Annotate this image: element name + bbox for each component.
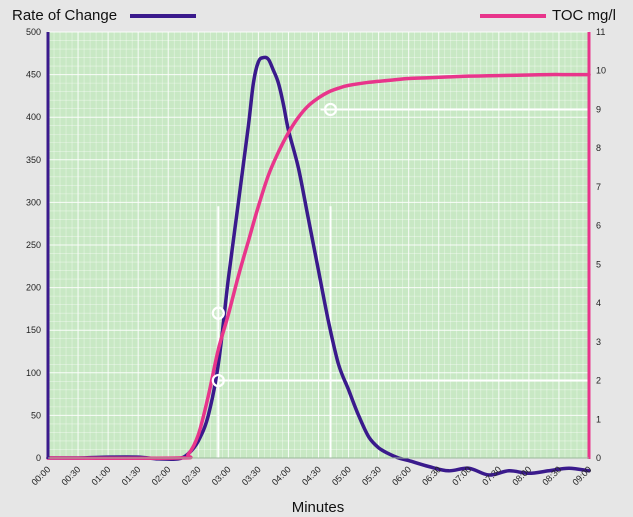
axes <box>46 32 591 459</box>
markers <box>211 102 338 388</box>
x-tick-label: 05:00 <box>330 464 353 487</box>
x-tick-label: 07:30 <box>480 464 503 487</box>
y-left-tick-label: 500 <box>26 27 41 37</box>
x-tick-label: 01:30 <box>120 464 143 487</box>
reference-lines <box>217 108 589 458</box>
y-left-tick-label: 300 <box>26 197 41 207</box>
y-left-tick-label: 0 <box>36 453 41 463</box>
y-left-tick-label: 150 <box>26 325 41 335</box>
grid <box>47 31 590 459</box>
y-right-tick-label: 3 <box>596 337 601 347</box>
x-tick-label: 02:30 <box>180 464 203 487</box>
y-left-tick-label: 400 <box>26 112 41 122</box>
y-right-tick-label: 1 <box>596 414 601 424</box>
marker-point <box>211 306 225 320</box>
x-tick-label: 00:30 <box>59 464 82 487</box>
y-right-tick-label: 0 <box>596 453 601 463</box>
y-right-tick-label: 8 <box>596 143 601 153</box>
y-right-tick-label: 5 <box>596 259 601 269</box>
legend: Rate of Change TOC mg/l <box>12 7 616 24</box>
y-left-tick-label: 200 <box>26 283 41 293</box>
x-tick-label: 04:30 <box>300 464 323 487</box>
y-right-tick-label: 9 <box>596 104 601 114</box>
x-tick-label: 00:00 <box>29 464 52 487</box>
x-axis-label: Minutes <box>292 499 345 516</box>
marker-point <box>211 373 225 388</box>
y-right-tick-label: 6 <box>596 221 601 231</box>
y-left-tick-label: 350 <box>26 155 41 165</box>
y-left-tick-label: 100 <box>26 368 41 378</box>
y-left-tick-label: 50 <box>31 410 41 420</box>
y-right-tick-label: 4 <box>596 298 601 308</box>
x-tick-label: 08:00 <box>510 464 533 487</box>
y-right-tick-label: 2 <box>596 376 601 386</box>
x-tick-label: 02:00 <box>150 464 173 487</box>
legend-label-rate-of-change: Rate of Change <box>12 7 117 24</box>
series-line-toc <box>46 72 591 461</box>
x-tick-label: 03:30 <box>240 464 263 487</box>
y-right-tick-label: 10 <box>596 66 606 76</box>
marker-point <box>323 102 338 117</box>
y-left-tick-label: 450 <box>26 70 41 80</box>
series-lines <box>46 55 591 477</box>
x-tick-label: 04:00 <box>270 464 293 487</box>
y-right-tick-label: 11 <box>596 27 605 37</box>
x-tick-label: 05:30 <box>360 464 383 487</box>
y-left-tick-label: 250 <box>26 240 41 250</box>
legend-label-toc: TOC mg/l <box>552 7 616 24</box>
series-line-rate-of-change <box>46 55 591 477</box>
x-tick-label: 03:00 <box>210 464 233 487</box>
y-right-tick-label: 7 <box>596 182 601 192</box>
x-tick-label: 01:00 <box>90 464 113 487</box>
x-tick-label: 06:00 <box>390 464 413 487</box>
